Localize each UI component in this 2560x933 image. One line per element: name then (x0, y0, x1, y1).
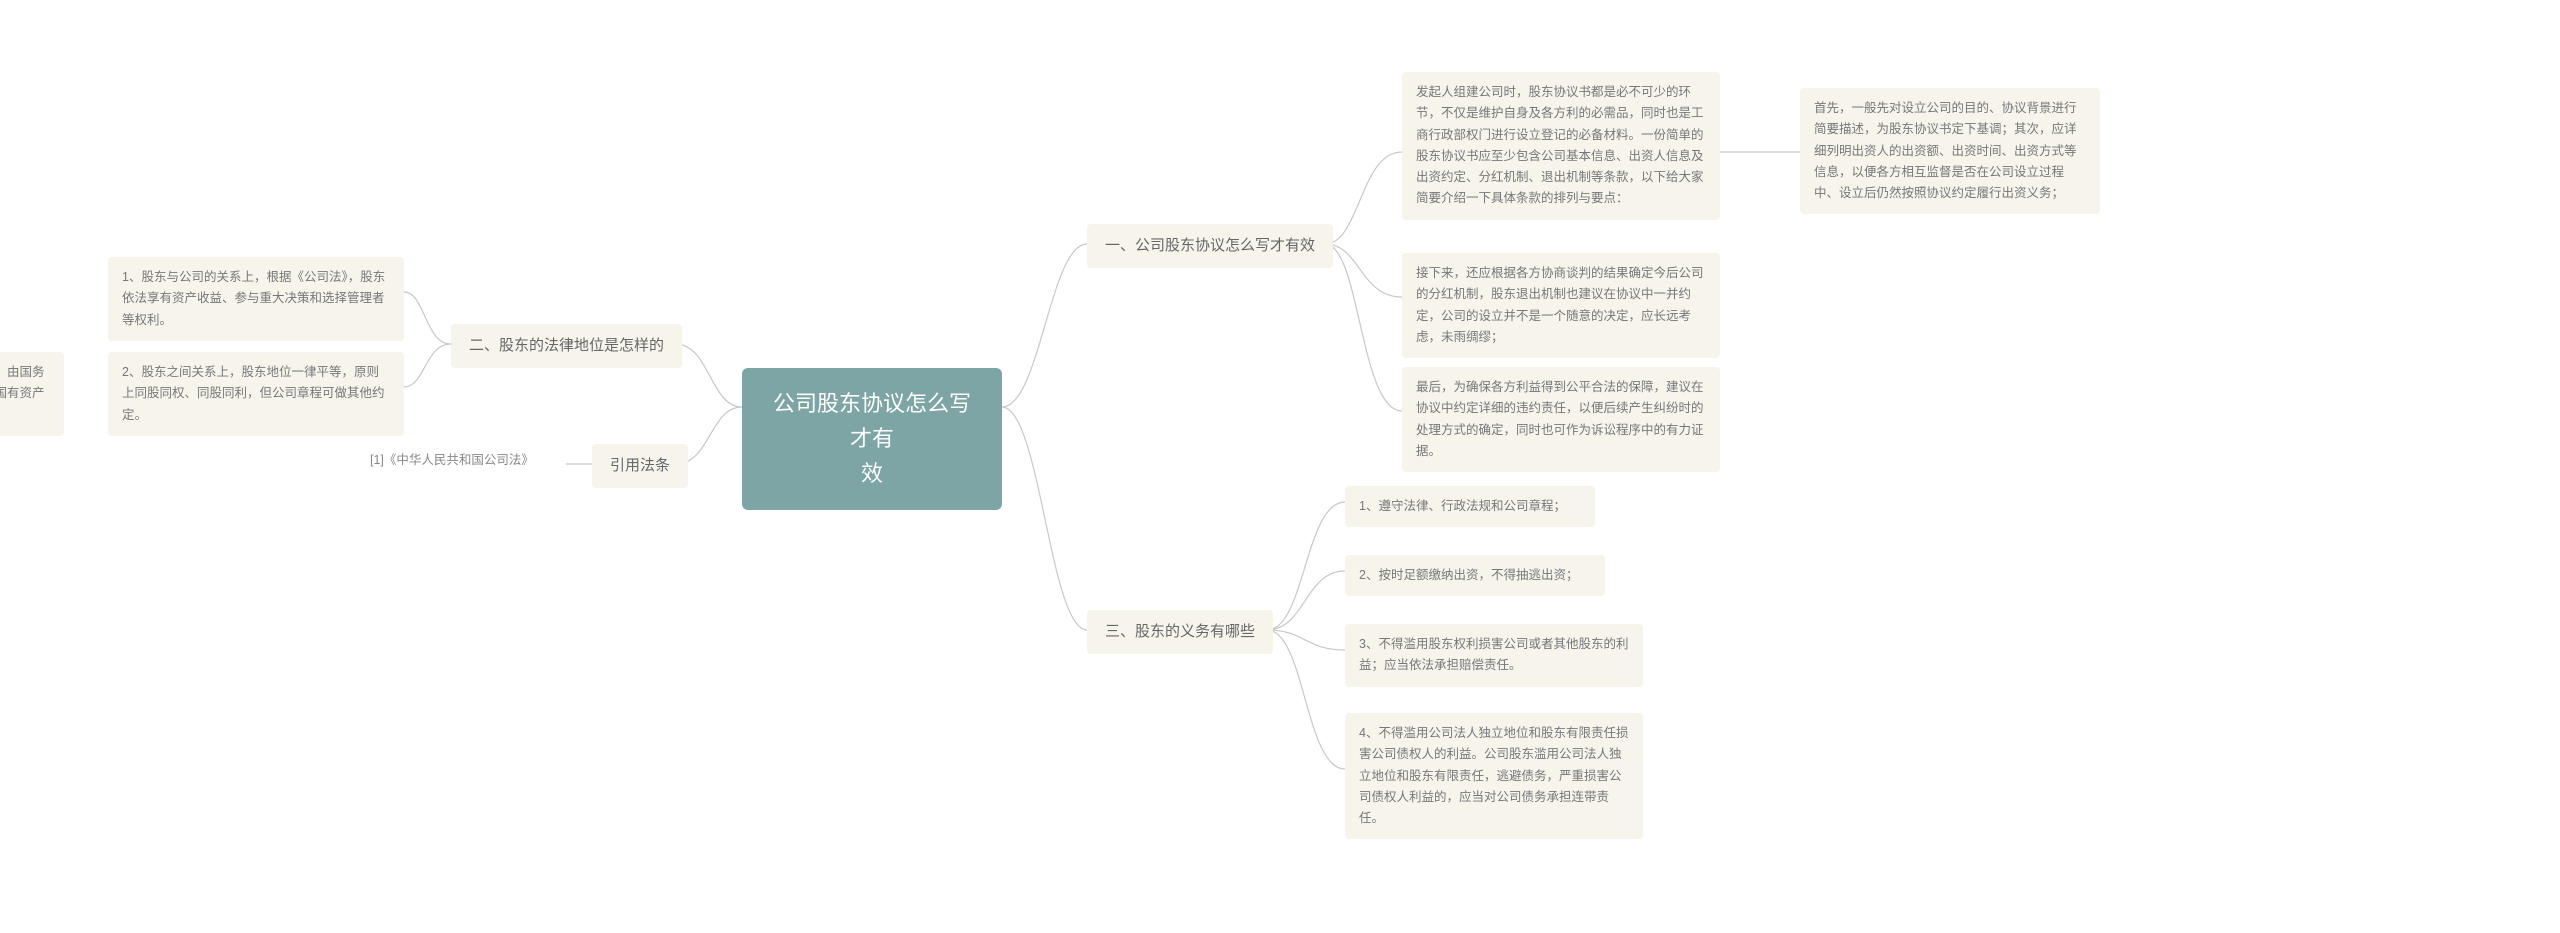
branch-3-child-2[interactable]: 2、按时足额缴纳出资，不得抽逃出资； (1345, 555, 1605, 596)
branch-1-label: 一、公司股东协议怎么写才有效 (1105, 237, 1315, 254)
branch-3-child-1[interactable]: 1、遵守法律、行政法规和公司章程； (1345, 486, 1595, 527)
branch-1-child-3-text: 最后，为确保各方利益得到公平合法的保障，建议在协议中约定详细的违约责任，以便后续… (1416, 380, 1704, 458)
branch-2-child-2-sub-text: 注意：国有独资公司，由国家单独出资，由国务院或者地方人民政府授权本级人民政府国有… (0, 365, 45, 422)
branch-1-child-1-sub-text: 首先，一般先对设立公司的目的、协议背景进行简要描述，为股东协议书定下基调；其次，… (1814, 101, 2077, 200)
branch-2-child-2-text: 2、股东之间关系上，股东地位一律平等，原则上同股同权、同股同利，但公司章程可做其… (122, 365, 385, 422)
branch-ref-child-1-text: [1]《中华人民共和国公司法》 (370, 453, 534, 467)
branch-ref-label: 引用法条 (610, 457, 670, 474)
branch-1-child-2[interactable]: 接下来，还应根据各方协商谈判的结果确定今后公司的分红机制，股东退出机制也建议在协… (1402, 253, 1720, 358)
branch-1[interactable]: 一、公司股东协议怎么写才有效 (1087, 224, 1333, 268)
branch-1-child-1[interactable]: 发起人组建公司时，股东协议书都是必不可少的环节，不仅是维护自身及各方利的必需品，… (1402, 72, 1720, 220)
branch-ref-child-1[interactable]: [1]《中华人民共和国公司法》 (370, 450, 566, 470)
branch-3-child-4[interactable]: 4、不得滥用公司法人独立地位和股东有限责任损害公司债权人的利益。公司股东滥用公司… (1345, 713, 1643, 839)
branch-ref[interactable]: 引用法条 (592, 444, 688, 488)
branch-3-child-1-text: 1、遵守法律、行政法规和公司章程； (1359, 499, 1566, 513)
branch-1-child-1-sub[interactable]: 首先，一般先对设立公司的目的、协议背景进行简要描述，为股东协议书定下基调；其次，… (1800, 88, 2100, 214)
branch-1-child-1-text: 发起人组建公司时，股东协议书都是必不可少的环节，不仅是维护自身及各方利的必需品，… (1416, 85, 1704, 205)
branch-2-child-2-sub[interactable]: 注意：国有独资公司，由国家单独出资，由国务院或者地方人民政府授权本级人民政府国有… (0, 352, 64, 436)
root-text: 公司股东协议怎么写才有效 (773, 391, 971, 486)
branch-3-child-2-text: 2、按时足额缴纳出资，不得抽逃出资； (1359, 568, 1578, 582)
branch-1-child-2-text: 接下来，还应根据各方协商谈判的结果确定今后公司的分红机制，股东退出机制也建议在协… (1416, 266, 1704, 344)
root-node[interactable]: 公司股东协议怎么写才有效 (742, 368, 1002, 510)
branch-2[interactable]: 二、股东的法律地位是怎样的 (451, 324, 682, 368)
branch-3-child-3-text: 3、不得滥用股东权利损害公司或者其他股东的利益；应当依法承担赔偿责任。 (1359, 637, 1628, 672)
branch-2-label: 二、股东的法律地位是怎样的 (469, 337, 664, 354)
mindmap-canvas: 公司股东协议怎么写才有效 一、公司股东协议怎么写才有效 发起人组建公司时，股东协… (0, 0, 2560, 933)
branch-3-child-4-text: 4、不得滥用公司法人独立地位和股东有限责任损害公司债权人的利益。公司股东滥用公司… (1359, 726, 1628, 825)
branch-3[interactable]: 三、股东的义务有哪些 (1087, 610, 1273, 654)
branch-3-child-3[interactable]: 3、不得滥用股东权利损害公司或者其他股东的利益；应当依法承担赔偿责任。 (1345, 624, 1643, 687)
branch-1-child-3[interactable]: 最后，为确保各方利益得到公平合法的保障，建议在协议中约定详细的违约责任，以便后续… (1402, 367, 1720, 472)
branch-2-child-1-text: 1、股东与公司的关系上，根据《公司法》，股东依法享有资产收益、参与重大决策和选择… (122, 270, 385, 327)
branch-2-child-1[interactable]: 1、股东与公司的关系上，根据《公司法》，股东依法享有资产收益、参与重大决策和选择… (108, 257, 404, 341)
branch-3-label: 三、股东的义务有哪些 (1105, 623, 1255, 640)
branch-2-child-2[interactable]: 2、股东之间关系上，股东地位一律平等，原则上同股同权、同股同利，但公司章程可做其… (108, 352, 404, 436)
